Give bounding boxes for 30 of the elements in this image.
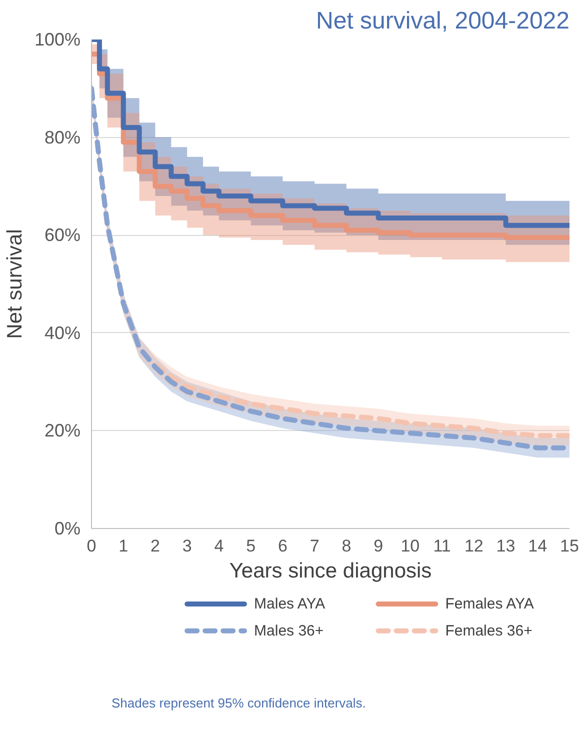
y-tick-label: 100% <box>34 30 81 50</box>
y-axis-title: Net survival <box>3 229 26 339</box>
x-tick-label: 11 <box>433 536 451 556</box>
y-tick-label: 60% <box>44 225 81 246</box>
text: Shades represent 95% confidence intervals. <box>112 696 366 710</box>
x-tick-label: 7 <box>310 536 320 556</box>
y-tick-label: 0% <box>54 518 80 538</box>
x-tick-label: 15 <box>560 536 579 556</box>
y-tick-label: 20% <box>44 420 81 441</box>
y-tick-label: 80% <box>44 127 81 148</box>
x-tick-label: 13 <box>496 536 516 556</box>
chart-title: Net survival, 2004-2022 <box>316 8 570 34</box>
x-tick-label: 0 <box>86 536 96 556</box>
legend-label: Females AYA <box>445 596 534 613</box>
x-tick-label: 14 <box>528 536 548 556</box>
legend-label: Males 36+ <box>254 622 324 640</box>
x-tick-label: 3 <box>182 536 192 556</box>
x-tick-label: 8 <box>342 536 352 556</box>
x-tick-label: 1 <box>118 536 128 556</box>
x-axis-title: Years since diagnosis <box>229 560 432 582</box>
legend-label: Males AYA <box>254 596 326 613</box>
x-tick-label: 5 <box>246 536 256 556</box>
x-tick-label: 4 <box>214 536 224 556</box>
y-tick-label: 40% <box>44 322 81 343</box>
legend-label: Females 36+ <box>445 622 533 640</box>
x-tick-label: 6 <box>278 536 288 556</box>
x-tick-label: 2 <box>150 536 160 556</box>
x-tick-label: 10 <box>400 536 420 556</box>
x-tick-label: 12 <box>464 536 484 556</box>
x-tick-label: 9 <box>374 536 384 556</box>
